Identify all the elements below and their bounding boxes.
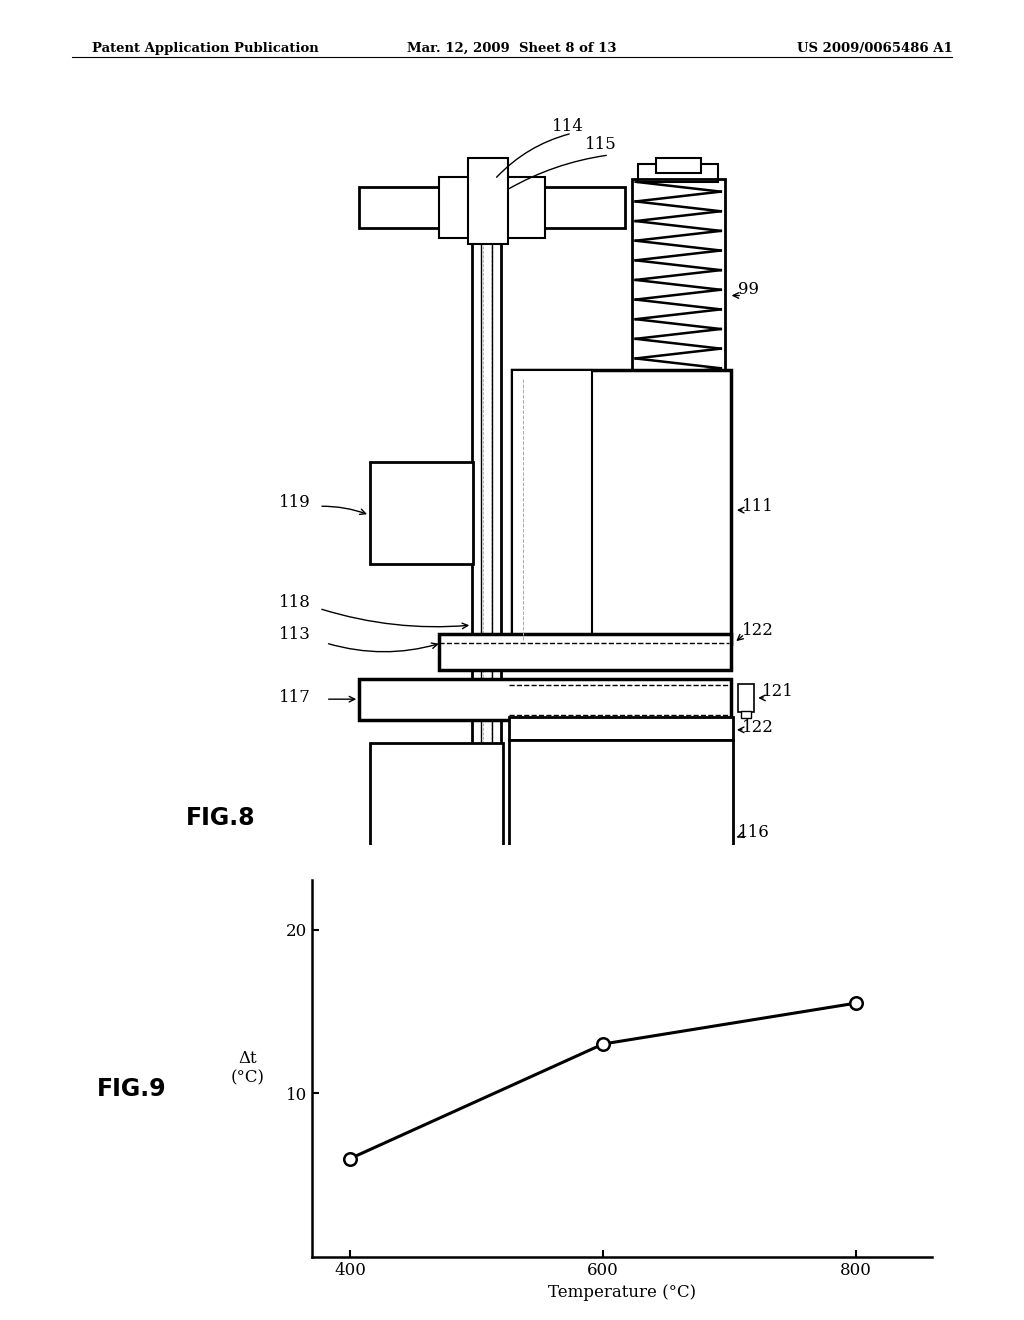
Text: 99: 99 (738, 281, 759, 297)
Text: 114: 114 (552, 119, 584, 136)
Bar (439, 177, 545, 238)
Y-axis label: Δt
(°C): Δt (°C) (230, 1051, 264, 1086)
Text: Mar. 12, 2009  Sheet 8 of 13: Mar. 12, 2009 Sheet 8 of 13 (408, 42, 616, 55)
Bar (638, 164, 718, 182)
Bar (370, 462, 473, 564)
Bar (740, 710, 752, 718)
Text: 122: 122 (742, 622, 774, 639)
Text: 116: 116 (738, 824, 770, 841)
Bar (359, 678, 731, 719)
Bar (509, 717, 733, 741)
Bar (512, 370, 731, 644)
Bar (359, 187, 625, 228)
Text: US 2009/0065486 A1: US 2009/0065486 A1 (797, 42, 952, 55)
Text: FIG.9: FIG.9 (97, 1077, 167, 1101)
Bar (509, 741, 733, 939)
Bar (359, 932, 742, 949)
Bar (632, 180, 725, 401)
Text: 117: 117 (280, 689, 311, 706)
Text: 113: 113 (280, 626, 311, 643)
Text: 122: 122 (742, 719, 774, 735)
Text: 121: 121 (762, 682, 794, 700)
Text: 111: 111 (742, 498, 774, 515)
Bar (370, 743, 503, 935)
Text: 118: 118 (280, 594, 311, 611)
Bar (512, 370, 592, 644)
X-axis label: Temperature (°C): Temperature (°C) (548, 1284, 696, 1302)
Text: FIG.8: FIG.8 (186, 807, 256, 830)
Text: 119: 119 (280, 494, 311, 511)
Bar (439, 634, 731, 669)
Text: Patent Application Publication: Patent Application Publication (92, 42, 318, 55)
Bar (468, 157, 508, 244)
Bar (649, 399, 709, 417)
Bar (655, 157, 700, 173)
Bar (738, 684, 754, 711)
Text: 115: 115 (585, 136, 616, 153)
